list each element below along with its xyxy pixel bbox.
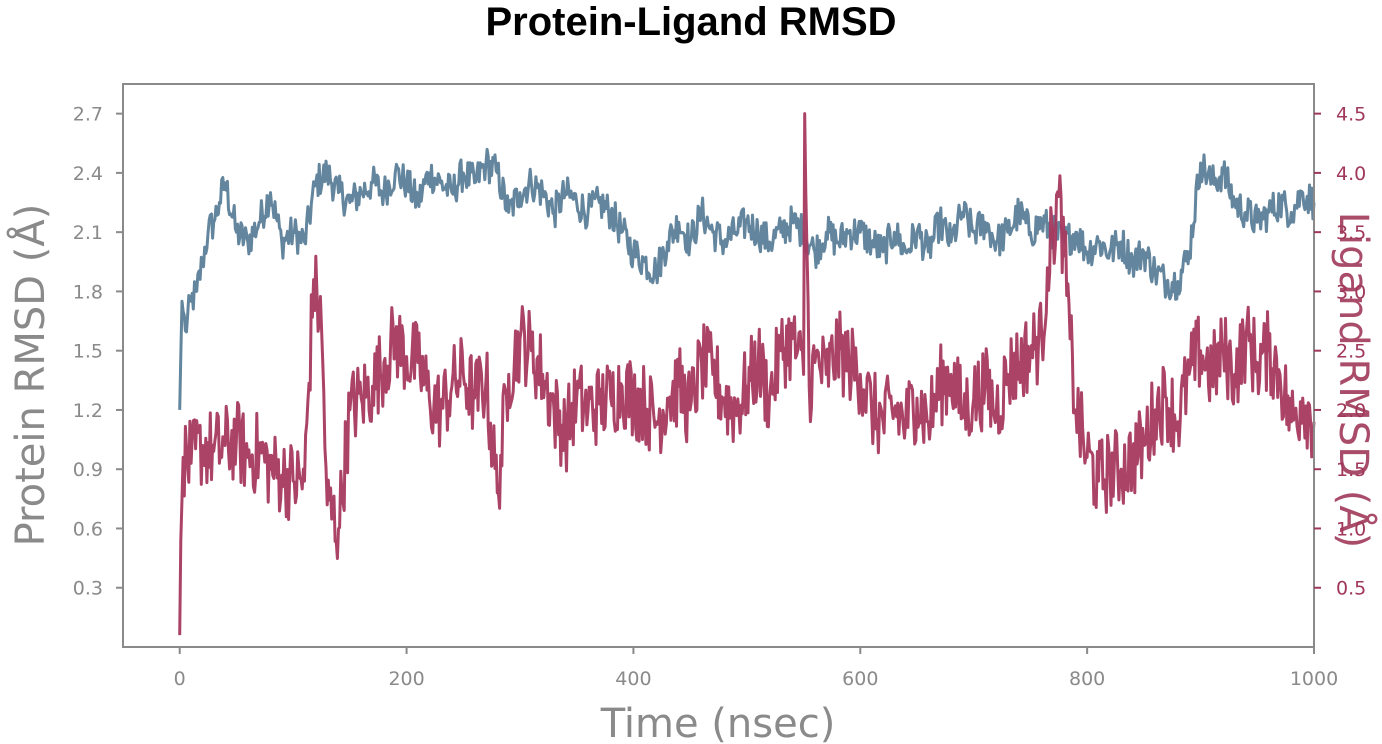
chart-title: Protein-Ligand RMSD xyxy=(485,0,897,44)
y-left-tick-label: 1.2 xyxy=(73,400,103,422)
x-tick-label: 0 xyxy=(174,668,186,690)
x-tick-label: 1000 xyxy=(1290,668,1338,690)
x-tick-label: 400 xyxy=(615,668,651,690)
ticks-layer: 0 200 400 600 800 1000 0.3 0.6 0.9 1.2 1.5 1.8 2.1 2.… xyxy=(73,104,1366,690)
y-left-tick-label: 0.3 xyxy=(73,578,103,600)
plot-frame xyxy=(122,83,1315,648)
x-tick-label: 800 xyxy=(1069,668,1105,690)
y-right-tick-label: 2.0 xyxy=(1336,400,1366,422)
y-right-tick-label: 4.0 xyxy=(1336,163,1366,185)
series-line-ligand xyxy=(178,112,1316,636)
y-right-tick-label: 1.0 xyxy=(1336,518,1366,540)
y-left-tick-label: 2.7 xyxy=(73,104,103,126)
series-line-protein xyxy=(178,147,1316,410)
y-right-tick-label: 3.5 xyxy=(1336,222,1366,244)
y-left-tick-label: 2.4 xyxy=(73,163,103,185)
y-left-tick-label: 1.5 xyxy=(73,341,103,363)
y-right-tick-label: 0.5 xyxy=(1336,578,1366,600)
x-axis-label: Time (nsec) xyxy=(600,701,836,744)
y-axis-label-right: Ligand RMSD (Å) xyxy=(1330,212,1378,549)
x-tick-label: 200 xyxy=(388,668,424,690)
y-right-tick-label: 2.5 xyxy=(1336,341,1366,363)
y-left-tick-label: 2.1 xyxy=(73,222,103,244)
y-left-tick-label: 0.9 xyxy=(73,459,103,481)
y-right-tick-label: 3.0 xyxy=(1336,281,1366,303)
series-layer xyxy=(178,112,1316,636)
y-left-tick-label: 0.6 xyxy=(73,518,103,540)
y-left-tick-label: 1.8 xyxy=(73,281,103,303)
x-tick-label: 600 xyxy=(842,668,878,690)
y-axis-label-left: Protein RMSD (Å) xyxy=(6,204,54,547)
y-right-tick-label: 1.5 xyxy=(1336,459,1366,481)
y-right-tick-label: 4.5 xyxy=(1336,104,1366,126)
